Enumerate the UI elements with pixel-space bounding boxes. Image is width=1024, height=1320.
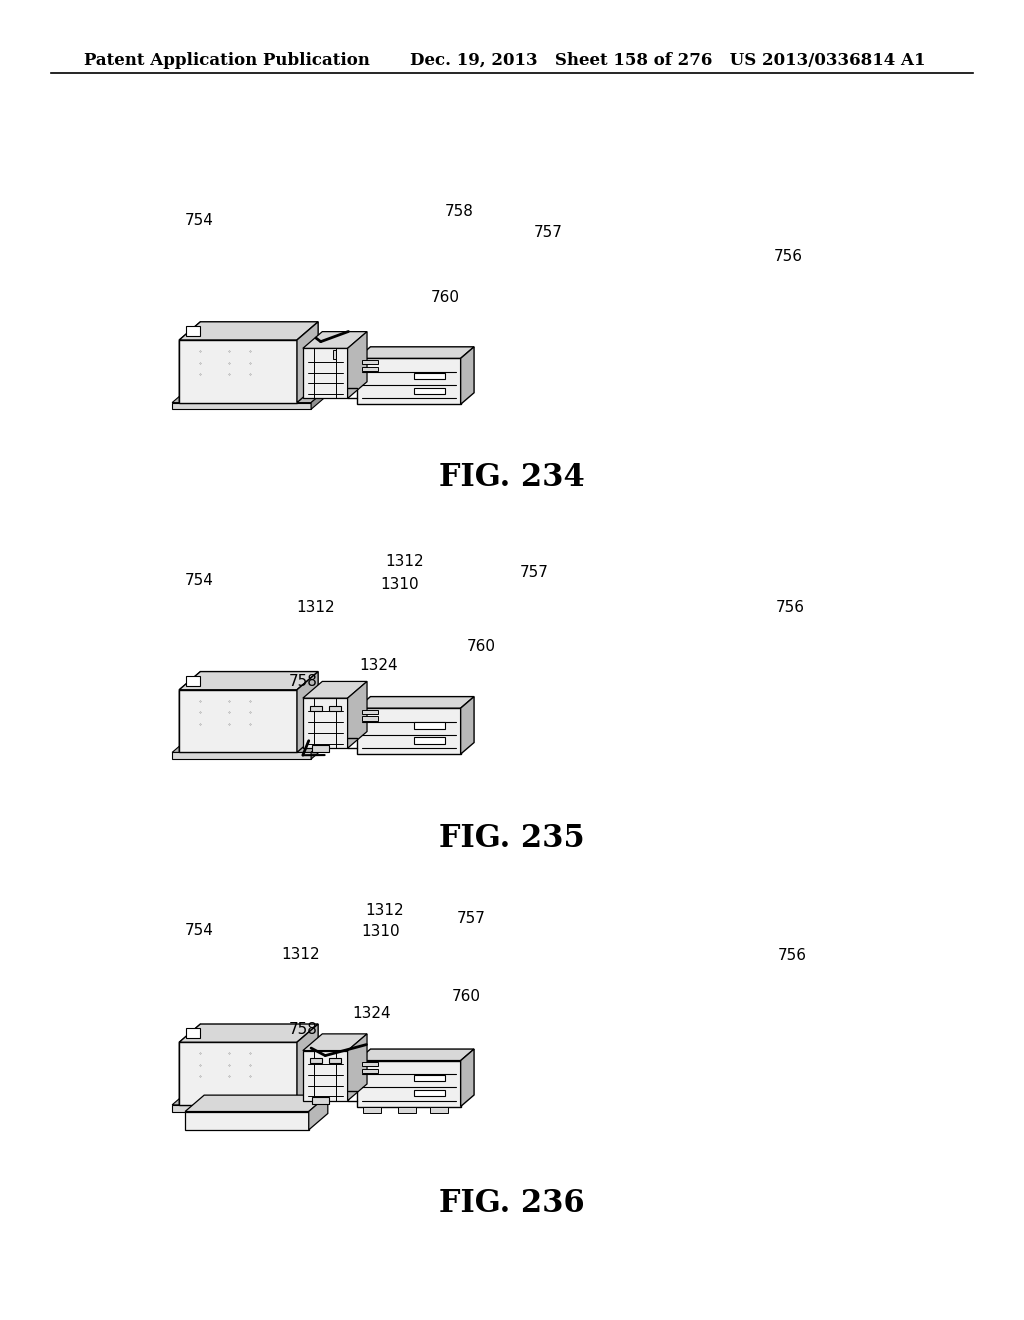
Polygon shape: [357, 1060, 461, 1106]
Text: 758: 758: [289, 1022, 317, 1038]
Polygon shape: [311, 731, 336, 759]
Text: 760: 760: [452, 989, 480, 1005]
Polygon shape: [347, 1034, 367, 1101]
Polygon shape: [329, 1059, 341, 1063]
Polygon shape: [357, 1049, 474, 1060]
Polygon shape: [172, 1105, 311, 1111]
Polygon shape: [179, 322, 201, 403]
Text: 1312: 1312: [366, 903, 404, 919]
Text: 758: 758: [444, 203, 473, 219]
Polygon shape: [186, 1028, 201, 1038]
Polygon shape: [172, 731, 336, 752]
Text: FIG. 236: FIG. 236: [439, 1188, 585, 1220]
Polygon shape: [357, 358, 461, 404]
Polygon shape: [347, 331, 367, 399]
Text: 754: 754: [185, 573, 214, 589]
Polygon shape: [333, 350, 336, 359]
Polygon shape: [357, 697, 474, 708]
Polygon shape: [461, 347, 474, 404]
Polygon shape: [186, 676, 201, 685]
Polygon shape: [414, 388, 445, 395]
Text: 1324: 1324: [352, 1006, 391, 1022]
Polygon shape: [311, 381, 336, 409]
Text: 756: 756: [774, 248, 803, 264]
Polygon shape: [185, 1111, 309, 1130]
Polygon shape: [312, 744, 329, 751]
Polygon shape: [179, 672, 201, 752]
Text: FIG. 235: FIG. 235: [439, 822, 585, 854]
Polygon shape: [297, 1024, 318, 1105]
Text: 760: 760: [467, 639, 496, 655]
Polygon shape: [179, 672, 318, 690]
Polygon shape: [303, 331, 367, 348]
Polygon shape: [357, 708, 461, 754]
Polygon shape: [297, 322, 318, 403]
Polygon shape: [303, 1051, 347, 1101]
Text: 1310: 1310: [361, 924, 400, 940]
Polygon shape: [461, 1049, 474, 1106]
Text: FIG. 234: FIG. 234: [439, 462, 585, 494]
Polygon shape: [414, 372, 445, 379]
Text: Patent Application Publication: Patent Application Publication: [84, 51, 370, 69]
Polygon shape: [179, 341, 297, 403]
Text: 757: 757: [534, 224, 562, 240]
Polygon shape: [312, 1097, 329, 1104]
Polygon shape: [172, 381, 336, 403]
Polygon shape: [303, 698, 347, 748]
Polygon shape: [357, 347, 474, 358]
Polygon shape: [361, 717, 378, 721]
Polygon shape: [172, 403, 311, 409]
Polygon shape: [347, 681, 367, 748]
Text: Dec. 19, 2013   Sheet 158 of 276   US 2013/0336814 A1: Dec. 19, 2013 Sheet 158 of 276 US 2013/0…: [410, 51, 925, 69]
Polygon shape: [179, 690, 297, 752]
Polygon shape: [361, 360, 378, 364]
Polygon shape: [179, 1043, 297, 1105]
Polygon shape: [361, 367, 378, 371]
Polygon shape: [414, 1074, 445, 1081]
Text: 754: 754: [185, 923, 214, 939]
Polygon shape: [362, 1106, 381, 1113]
Polygon shape: [311, 1084, 336, 1111]
Text: 760: 760: [431, 289, 460, 305]
Polygon shape: [303, 348, 347, 399]
Polygon shape: [179, 322, 318, 341]
Text: 758: 758: [289, 673, 317, 689]
Polygon shape: [414, 738, 445, 744]
Text: 1324: 1324: [359, 657, 398, 673]
Polygon shape: [186, 326, 201, 335]
Polygon shape: [185, 1096, 328, 1111]
Polygon shape: [414, 1090, 445, 1097]
Polygon shape: [361, 1069, 378, 1073]
Polygon shape: [398, 1106, 416, 1113]
Polygon shape: [310, 706, 322, 710]
Polygon shape: [303, 681, 367, 698]
Polygon shape: [329, 706, 341, 710]
Polygon shape: [179, 1024, 318, 1043]
Polygon shape: [414, 722, 445, 729]
Polygon shape: [361, 710, 378, 714]
Polygon shape: [461, 697, 474, 754]
Text: 756: 756: [778, 948, 807, 964]
Text: 756: 756: [776, 599, 805, 615]
Polygon shape: [303, 1034, 367, 1051]
Text: 1312: 1312: [385, 553, 424, 569]
Polygon shape: [430, 1106, 447, 1113]
Polygon shape: [309, 1096, 328, 1130]
Polygon shape: [361, 1063, 378, 1067]
Text: 1310: 1310: [380, 577, 419, 593]
Text: 1312: 1312: [282, 946, 321, 962]
Polygon shape: [172, 752, 311, 759]
Polygon shape: [310, 1059, 322, 1063]
Polygon shape: [172, 1084, 336, 1105]
Polygon shape: [297, 672, 318, 752]
Text: 1312: 1312: [296, 599, 335, 615]
Text: 757: 757: [457, 911, 485, 927]
Text: 757: 757: [520, 565, 549, 581]
Text: 754: 754: [185, 213, 214, 228]
Polygon shape: [179, 1024, 201, 1105]
